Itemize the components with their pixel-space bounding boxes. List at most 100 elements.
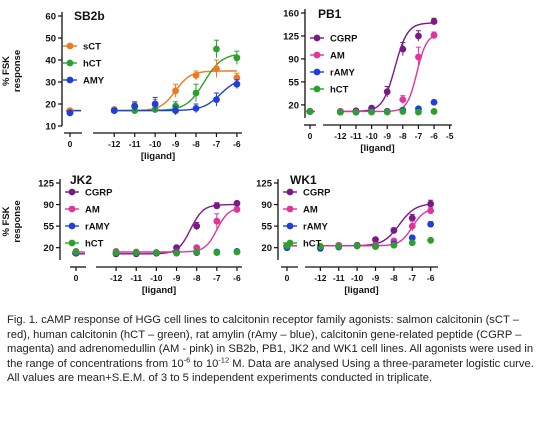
x-tick-label: -9 xyxy=(173,273,181,283)
data-point-hct xyxy=(173,249,180,257)
x-tick-label: 0 xyxy=(285,273,290,283)
y-tick-label: 20 xyxy=(261,243,272,254)
data-point-hct xyxy=(408,239,416,247)
x-tick-label: -9 xyxy=(383,131,391,141)
data-point-amy xyxy=(192,105,200,112)
figure-caption: Fig. 1. cAMP response of HGG cell lines … xyxy=(7,313,535,386)
y-tick-label: 90 xyxy=(288,54,299,65)
y-tick-label: 20 xyxy=(45,100,56,111)
x-tick-label: -6 xyxy=(427,273,435,283)
data-point-cgrp xyxy=(427,200,435,208)
panel-title: WK1 xyxy=(290,173,317,187)
legend-label: hCT xyxy=(303,239,322,250)
legend-label: CGRP xyxy=(85,188,113,199)
data-point-ramy xyxy=(430,98,438,106)
legend-marker xyxy=(286,188,294,196)
y-tick-label: 55 xyxy=(288,77,299,88)
legend-label: AM xyxy=(330,51,345,62)
data-point-hct xyxy=(192,89,200,97)
data-point-hct xyxy=(415,108,422,116)
data-point-hct xyxy=(306,108,314,115)
data-point-hct xyxy=(335,243,343,250)
x-tick-label: 0 xyxy=(74,273,79,283)
y-tick-label: 40 xyxy=(45,56,56,67)
legend-marker xyxy=(313,51,321,59)
legend-label: AM xyxy=(85,205,100,216)
chart-panel-pb1: 20 55 90 125 160 0 -12 -11 -10 -9 -8 -7 -6 -5 [ligand]… xyxy=(283,7,454,154)
legend-label: CGRP xyxy=(303,188,331,199)
legend-marker xyxy=(68,188,76,196)
data-point-hct xyxy=(132,249,140,257)
legend-marker xyxy=(66,42,74,50)
y-axis-label: % FSK xyxy=(1,56,12,86)
caption-superscript-2: -12 xyxy=(218,355,230,365)
x-tick-label: -8 xyxy=(192,139,200,149)
data-point-cgrp xyxy=(372,236,379,244)
data-point-cgrp xyxy=(430,18,438,25)
data-point-hct xyxy=(112,249,120,257)
caption-superscript-1: -6 xyxy=(183,355,191,365)
data-point-cgrp xyxy=(390,227,398,234)
data-point-sct xyxy=(172,87,179,95)
x-tick-label: -10 xyxy=(365,131,378,141)
data-point-am xyxy=(213,217,221,225)
legend-label: sCT xyxy=(83,42,101,53)
y-tick-label: 125 xyxy=(38,179,55,190)
legend-marker xyxy=(286,205,294,213)
y-axis-label: response xyxy=(12,50,23,92)
data-point-hct xyxy=(368,108,375,116)
data-point-am xyxy=(415,53,422,61)
x-tick-label: -6 xyxy=(233,139,241,149)
x-tick-label: -10 xyxy=(150,273,163,283)
x-tick-label: 0 xyxy=(68,139,73,149)
y-tick-label: 60 xyxy=(45,12,56,23)
x-tick-label: -5 xyxy=(446,131,454,141)
legend-marker xyxy=(68,205,76,213)
caption-text-1: Fig. 1. cAMP response of HGG cell lines … xyxy=(7,314,534,370)
y-tick-label: 125 xyxy=(256,179,273,190)
panel-title: JK2 xyxy=(70,173,92,187)
x-tick-label: -11 xyxy=(130,273,142,283)
y-tick-label: 160 xyxy=(283,9,299,20)
data-point-amy xyxy=(151,100,159,108)
y-tick-label: 20 xyxy=(43,243,54,254)
data-point-hct xyxy=(233,248,241,256)
data-point-cgrp xyxy=(408,214,416,222)
data-point-am xyxy=(399,96,407,104)
data-point-sct xyxy=(213,65,220,73)
x-axis-label: [ligand] xyxy=(344,285,378,296)
data-point-cgrp xyxy=(233,199,241,207)
x-tick-label: -12 xyxy=(334,131,347,141)
data-point-hct xyxy=(390,241,398,249)
data-point-ramy xyxy=(427,220,435,228)
x-axis-label: [ligand] xyxy=(142,285,176,296)
data-point-cgrp xyxy=(193,222,201,230)
data-point-hct xyxy=(316,243,324,250)
chart-panel-jk2: 20 55 90 125 0 -12 -11 -10 -9 -8 -7 -6 [ligand] % FSK… xyxy=(1,173,242,296)
data-point-sct xyxy=(192,72,200,79)
x-axis-label: [ligand] xyxy=(141,151,175,162)
y-axis-label: % FSK xyxy=(1,206,12,236)
data-point-am xyxy=(233,206,241,213)
data-point-hct xyxy=(383,108,391,116)
x-tick-label: -7 xyxy=(408,273,416,283)
data-point-am xyxy=(408,222,416,230)
data-point-hct xyxy=(213,249,221,257)
legend-label: rAMY xyxy=(303,222,328,233)
legend-marker xyxy=(313,85,321,93)
x-tick-label: -12 xyxy=(110,273,123,283)
chart-panel-wk1: 20 55 90 125 0 -12 -11 -10 -9 -8 -7 -6 [ligand] WK1CG… xyxy=(256,173,438,296)
y-tick-label: 125 xyxy=(283,31,300,42)
x-axis-label: [ligand] xyxy=(360,143,394,154)
legend-label: AM xyxy=(303,205,318,216)
y-tick-label: 90 xyxy=(261,200,272,211)
legend-marker xyxy=(286,239,294,247)
legend-marker xyxy=(66,59,74,67)
x-tick-label: -11 xyxy=(129,139,141,149)
y-tick-label: 20 xyxy=(288,100,299,111)
legend-label: hCT xyxy=(330,85,349,96)
x-tick-label: -8 xyxy=(390,273,398,283)
y-tick-label: 90 xyxy=(43,200,54,211)
y-tick-label: 55 xyxy=(261,222,272,233)
